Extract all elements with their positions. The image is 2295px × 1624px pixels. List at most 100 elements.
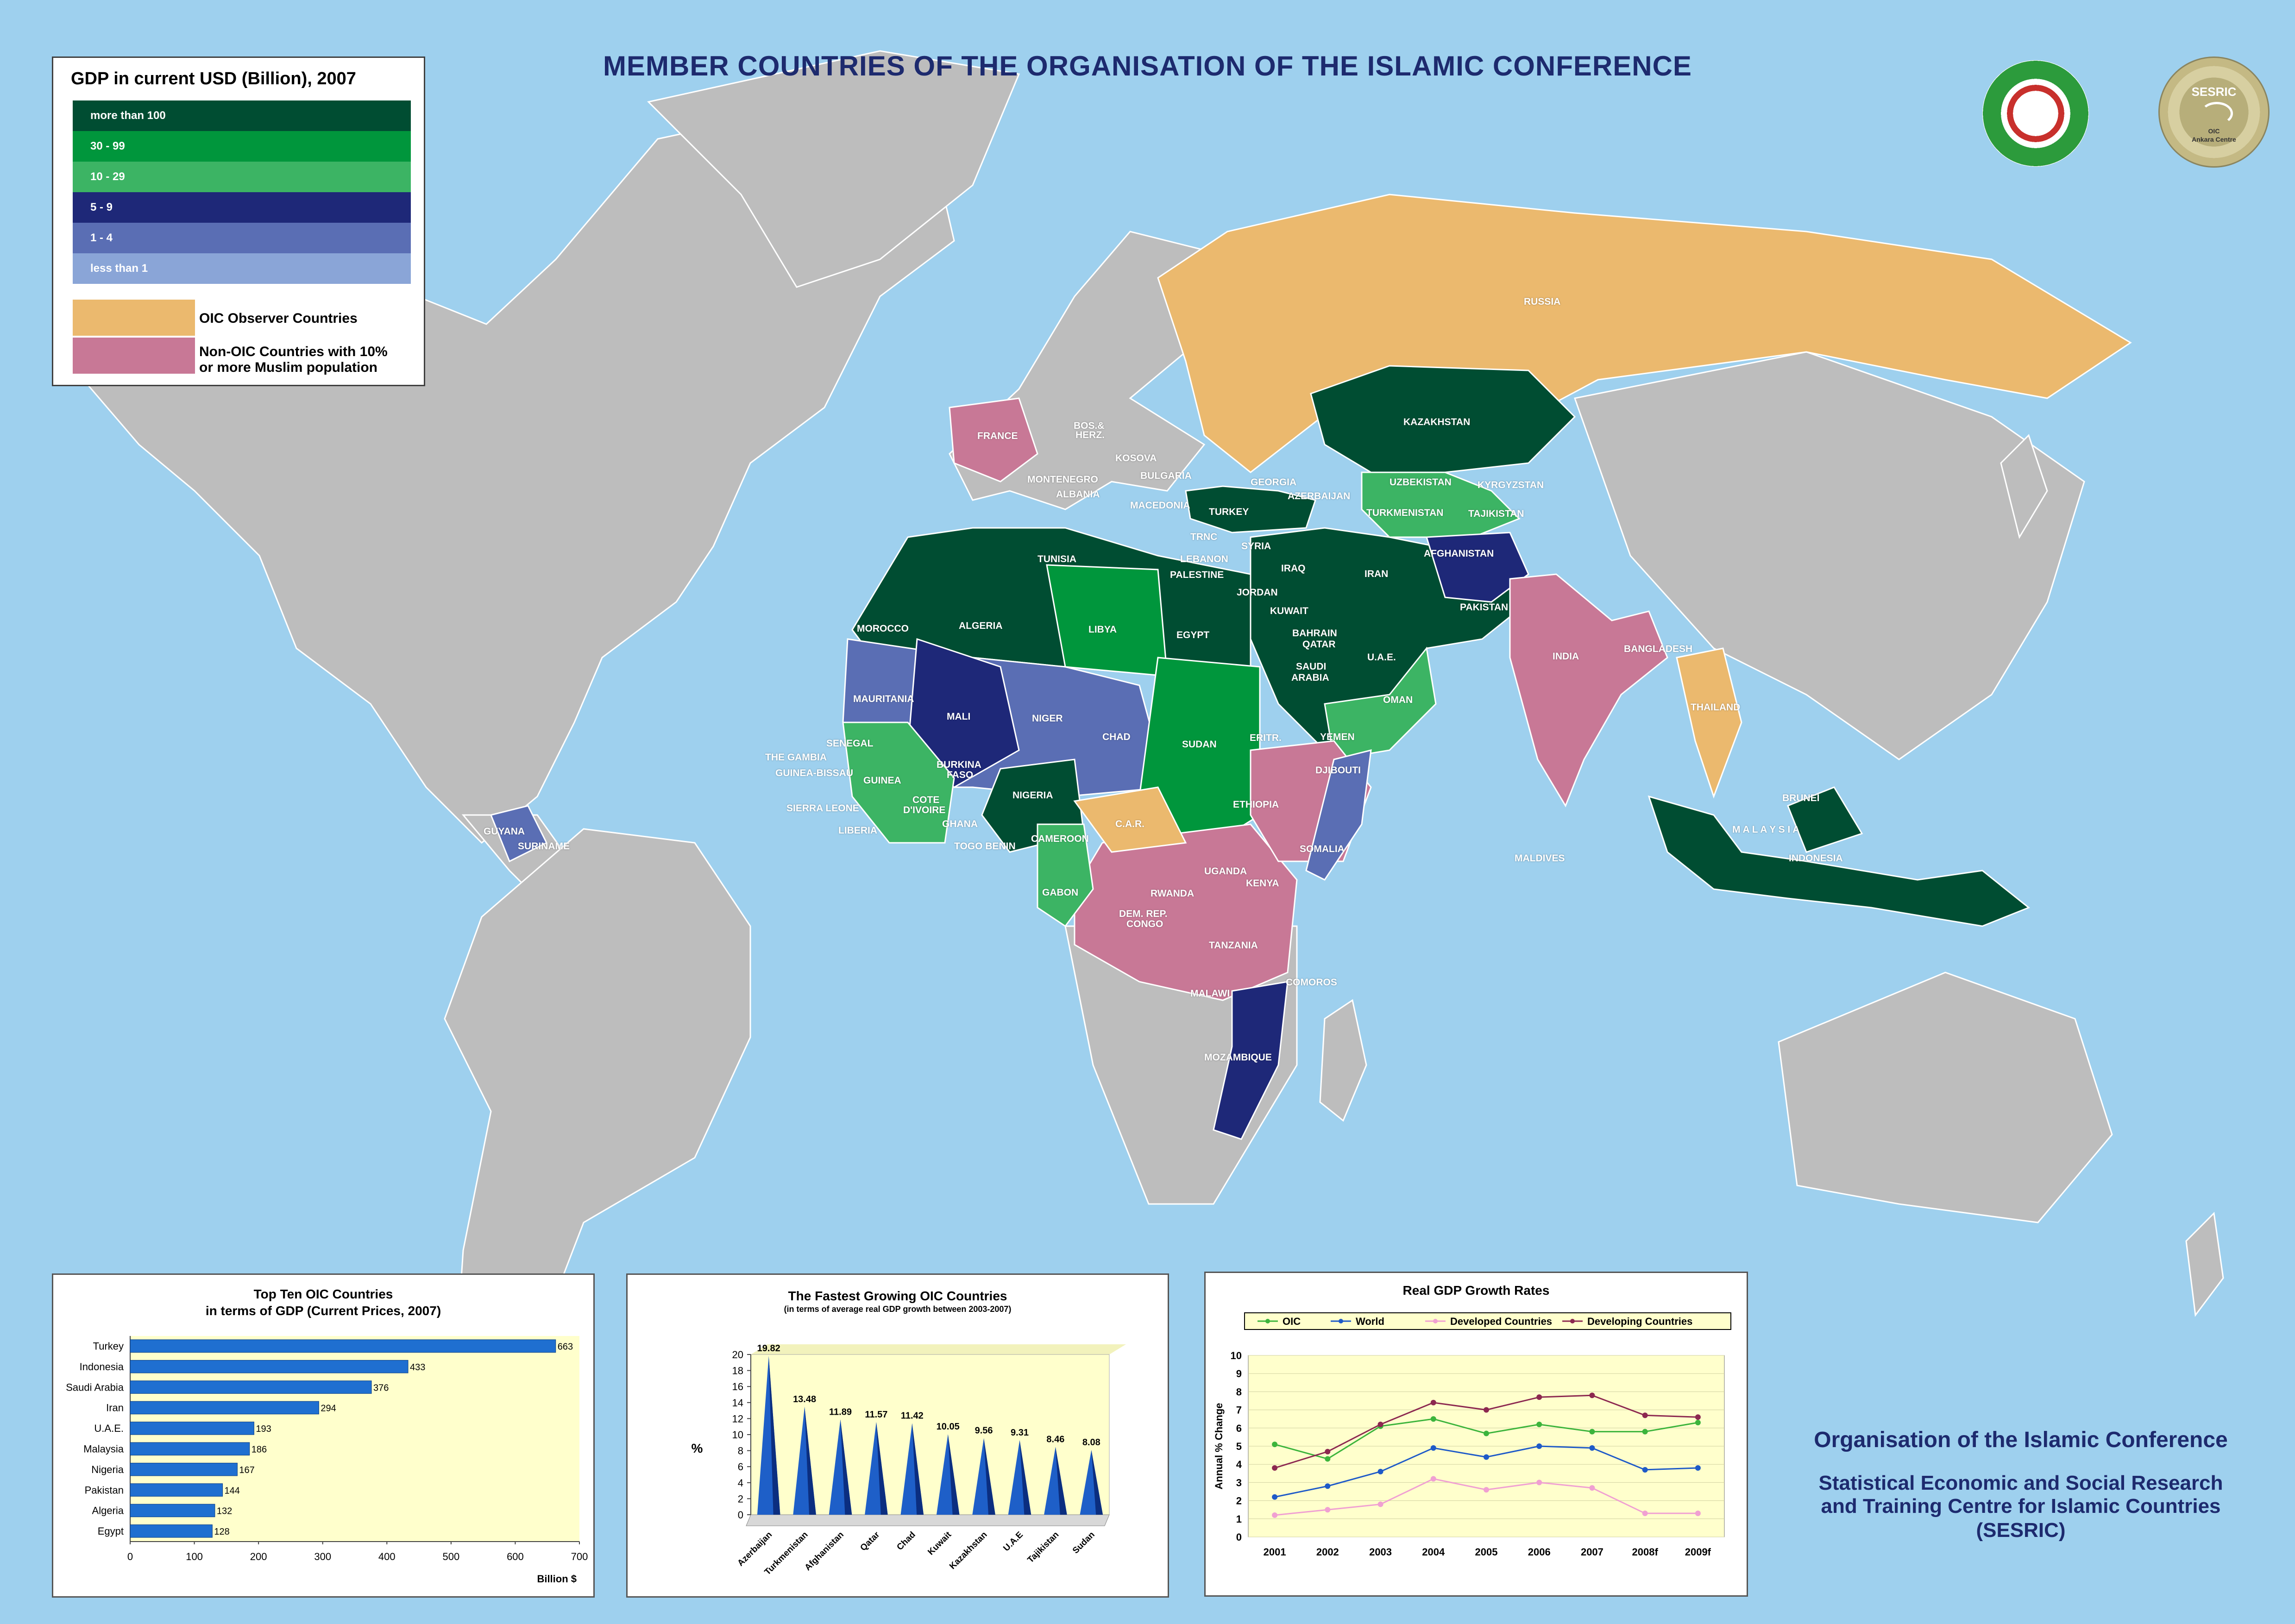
- country-label-russia: RUSSIA: [1524, 296, 1561, 307]
- region-cameroon-gabon: [1037, 823, 1094, 928]
- chart1-bar: [130, 1483, 223, 1497]
- oic-emblem: [1982, 60, 2089, 167]
- chart1-svg: 0 100 200 300 400 500 600 700 Turkey 663 Indonesia…: [66, 1336, 588, 1585]
- chart3-point: [1589, 1429, 1595, 1435]
- country-label-algeria: ALGERIA: [959, 621, 1003, 631]
- chart1-bar: [130, 1504, 215, 1517]
- country-label-palestine: PALESTINE: [1170, 570, 1224, 580]
- country-label-drc2: CONGO: [1126, 919, 1163, 929]
- chart3-legend-marker: [1433, 1319, 1438, 1323]
- chart1-category-label: Nigeria: [91, 1464, 124, 1475]
- chart3-point: [1377, 1501, 1383, 1507]
- chart2-cone-shade: [840, 1419, 852, 1515]
- chart2-cone-shade: [768, 1356, 780, 1515]
- country-label-guyana: GUYANA: [484, 826, 525, 837]
- chart1-bar: [130, 1380, 372, 1394]
- legend-row-1-4: 1 - 4: [73, 223, 411, 253]
- chart2-plot-top: [751, 1344, 1126, 1354]
- sesric-logo-text: SESRIC: [2191, 85, 2237, 99]
- chart2-ytick-label: 0: [738, 1509, 743, 1521]
- country-label-jordan: JORDAN: [1237, 587, 1278, 598]
- chart2-category-label: Kazakhstan: [948, 1530, 989, 1572]
- country-label-iran: IRAN: [1364, 569, 1389, 579]
- country-label-montenegro: MONTENEGRO: [1027, 474, 1098, 485]
- chart3-point: [1536, 1394, 1542, 1400]
- chart2-value-label: 13.48: [793, 1394, 816, 1405]
- country-label-syria: SYRIA: [1241, 541, 1271, 552]
- region-kazakhstan: [1310, 365, 1576, 473]
- country-label-arabia: ARABIA: [1291, 672, 1329, 683]
- chart3-point: [1325, 1448, 1331, 1455]
- japan: [2000, 434, 2048, 539]
- chart3-point: [1536, 1421, 1542, 1427]
- chart1-xtick-label: 200: [250, 1551, 267, 1562]
- chart1-category-label: Indonesia: [80, 1361, 124, 1373]
- country-label-kyrgyzstan: KYRGYZSTAN: [1478, 480, 1544, 490]
- chart3-ytick-label: 10: [1231, 1350, 1242, 1361]
- legend-label: 1 - 4: [90, 232, 113, 244]
- chart3-point: [1484, 1407, 1489, 1413]
- region-guyana: [490, 805, 548, 863]
- chart2-category-label: Kuwait: [926, 1530, 953, 1557]
- country-label-azerbaijan: AZERBAIJAN: [1288, 491, 1351, 502]
- chart3-point: [1272, 1465, 1278, 1471]
- chart1-category-label: Turkey: [93, 1340, 124, 1352]
- chart3-xtick-label: 2006: [1528, 1546, 1551, 1558]
- country-label-india: INDIA: [1553, 651, 1579, 662]
- country-label-car: C.A.R.: [1115, 819, 1144, 829]
- chart2-ytick-label: 12: [732, 1413, 743, 1424]
- country-label-guinea: GUINEA: [863, 775, 901, 786]
- chart1-value-label: 433: [410, 1362, 425, 1373]
- chart1-xtick-label: 0: [127, 1551, 133, 1562]
- chart3-legend-label: World: [1356, 1316, 1384, 1327]
- chart3-point: [1695, 1420, 1701, 1426]
- country-label-yemen: YEMEN: [1320, 732, 1355, 742]
- country-label-morocco: MOROCCO: [857, 623, 909, 634]
- chart2-category-label: Qatar: [858, 1530, 881, 1553]
- chart2-ytick-label: 20: [732, 1349, 743, 1361]
- chart3-xtick-label: 2001: [1264, 1546, 1286, 1558]
- chart3-legend-label: OIC: [1283, 1316, 1301, 1327]
- chart2-category-label: Sudan: [1071, 1530, 1097, 1556]
- chart3-xtick-label: 2007: [1581, 1546, 1603, 1558]
- chart3-point: [1272, 1442, 1278, 1448]
- legend-row-gt100: more than 100: [73, 100, 411, 131]
- country-label-djibouti: DJIBOUTI: [1315, 765, 1361, 776]
- chart3-legend-marker: [1339, 1319, 1343, 1323]
- chart3-point: [1430, 1399, 1436, 1405]
- country-label-macedonia: MACEDONIA: [1130, 500, 1190, 511]
- chart2-ylabel: %: [692, 1441, 703, 1455]
- chart2-cone-shade: [876, 1422, 888, 1515]
- chart1-bar: [130, 1422, 254, 1435]
- chart2-cone-shade: [1019, 1440, 1031, 1515]
- chart3-ytick-label: 1: [1236, 1513, 1242, 1525]
- chart2-ytick-label: 4: [738, 1477, 743, 1489]
- chart3-point: [1325, 1507, 1331, 1513]
- region-west-africa: [842, 721, 955, 844]
- country-label-oman: OMAN: [1383, 695, 1413, 705]
- chart2-title: The Fastest Growing OIC Countries: [788, 1289, 1007, 1303]
- country-label-gabon: GABON: [1042, 887, 1079, 898]
- legend-non-oic-label-2: or more Muslim population: [199, 360, 378, 375]
- chart2-value-label: 9.31: [1011, 1428, 1029, 1438]
- chart2-value-label: 9.56: [975, 1426, 993, 1436]
- sesric-sub2: Ankara Centre: [2192, 136, 2236, 143]
- country-label-thailand: THAILAND: [1691, 702, 1741, 713]
- chart1-value-label: 376: [373, 1383, 389, 1393]
- legend-row-lt1: less than 1: [73, 253, 411, 284]
- region-malaysia: [1787, 786, 1863, 853]
- chart3-legend-box: [1244, 1312, 1731, 1330]
- chart1-category-label: Saudi Arabia: [66, 1381, 124, 1393]
- chart2-ytick-label: 16: [732, 1381, 743, 1392]
- chart3-point: [1642, 1511, 1648, 1517]
- chart2-value-label: 11.42: [901, 1411, 924, 1421]
- chart3-point: [1430, 1416, 1436, 1422]
- chart1-xlabel: Billion $: [537, 1573, 577, 1585]
- region-somalia: [1305, 749, 1372, 881]
- chart3-ylabel: Annual % Change: [1213, 1403, 1225, 1489]
- map-title: MEMBER COUNTRIES OF THE ORGANISATION OF …: [603, 50, 1692, 82]
- chart-panel-top-ten: Top Ten OIC Countries in terms of GDP (C…: [52, 1273, 595, 1598]
- chart1-xtick-label: 500: [442, 1551, 459, 1562]
- country-label-georgia: GEORGIA: [1251, 477, 1297, 488]
- country-label-qatar: QATAR: [1302, 639, 1336, 650]
